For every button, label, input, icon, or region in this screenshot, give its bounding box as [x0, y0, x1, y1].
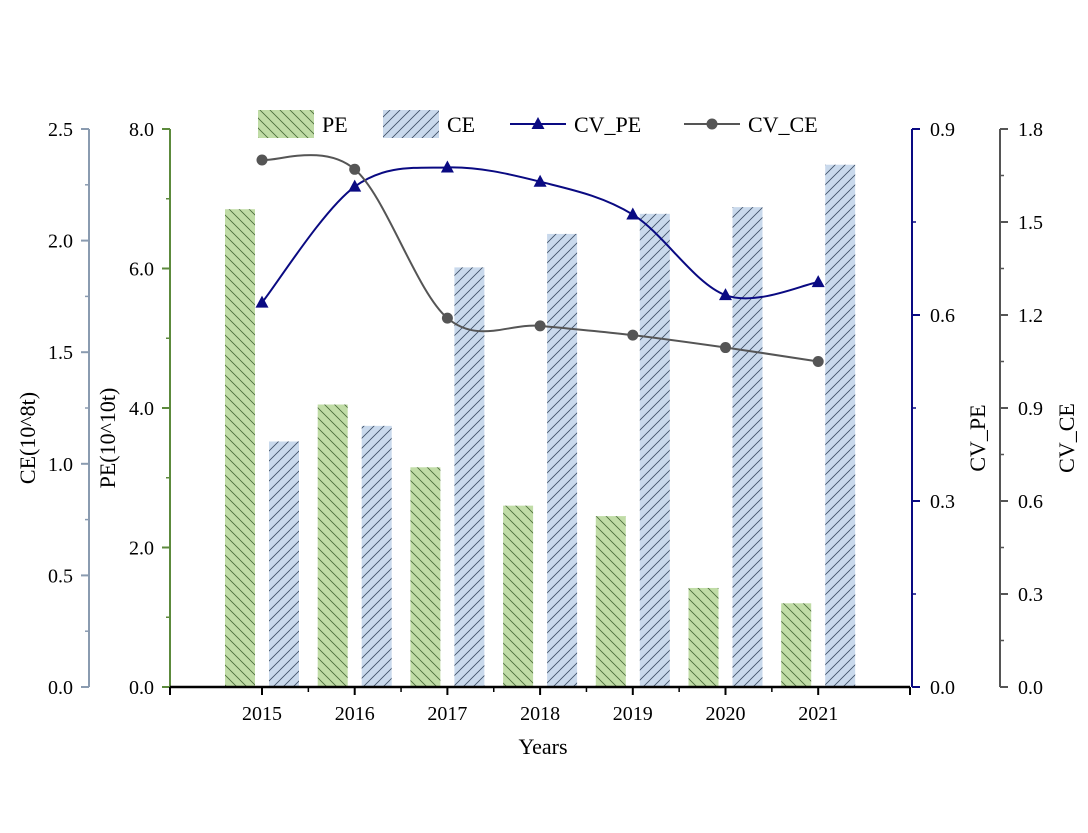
bar-pe-2018	[503, 505, 534, 687]
x-tick-label-2016: 2016	[335, 703, 375, 725]
axis-cv_pe-tick-label: 0.3	[930, 491, 955, 513]
axis-pe-tick-label: 2.0	[129, 538, 154, 560]
axis-ce-tick-label: 0.0	[48, 677, 73, 699]
x-axis-title: Years	[518, 734, 567, 759]
axis-cv_pe-tick-label: 0.0	[930, 677, 955, 699]
bar-ce-2019	[639, 213, 670, 688]
axis-cv_ce-tick-label: 1.8	[1018, 119, 1043, 141]
axes-layer: 0.0 0.5 1.0 1.5 2.0 2.5 CE(10^8t) 0.0 2.0 4.0 6.0 8…	[15, 119, 1079, 759]
legend-marker-cv_ce	[706, 118, 718, 130]
axis-ce-tick-label: 0.5	[48, 565, 73, 587]
line-layer	[255, 154, 825, 367]
axis-ce-tick-label: 1.0	[48, 454, 73, 476]
bar-layer	[225, 164, 856, 688]
point-cv_ce-2018	[534, 320, 546, 332]
bar-ce-2020	[732, 207, 763, 687]
point-cv_pe-2018	[533, 174, 547, 187]
legend-label-pe: PE	[322, 112, 348, 137]
point-cv_ce-2019	[627, 329, 639, 341]
x-tick-label-2018: 2018	[520, 703, 560, 725]
bar-pe-2017	[410, 467, 441, 687]
legend: PE CE CV_PE CV_CE	[258, 110, 818, 138]
axis-ce-title: CE(10^8t)	[15, 392, 40, 484]
point-cv_ce-2021	[812, 356, 824, 367]
axis-pe-tick-label: 4.0	[129, 398, 154, 420]
bar-pe-2020	[688, 587, 719, 687]
axis-ce-tick-label: 2.0	[48, 231, 73, 253]
axis-cv_pe-title: CV_PE	[965, 404, 990, 471]
x-tick-label-2019: 2019	[613, 703, 653, 725]
axis-cv_ce-tick-label: 0.9	[1018, 398, 1043, 420]
point-cv_pe-2016	[348, 179, 362, 192]
bar-ce-2017	[454, 267, 485, 687]
bar-pe-2016	[317, 404, 348, 687]
x-tick-label-2017: 2017	[427, 703, 467, 725]
axis-cv_ce-title: CV_CE	[1054, 403, 1079, 473]
point-cv_ce-2017	[441, 312, 453, 324]
axis-cv_ce-tick-label: 0.3	[1018, 584, 1043, 606]
axis-cv_pe-tick-label: 0.9	[930, 119, 955, 141]
point-cv_pe-2021	[811, 275, 825, 288]
legend-marker-cv_pe	[531, 117, 545, 129]
legend-label-cv_ce: CV_CE	[748, 112, 818, 137]
axis-cv_ce-tick-label: 1.2	[1018, 305, 1043, 327]
axis-pe-title: PE(10^10t)	[95, 388, 120, 489]
axis-pe-tick-label: 8.0	[129, 119, 154, 141]
legend-label-cv_pe: CV_PE	[574, 112, 641, 137]
axis-cv_ce-tick-label: 0.6	[1018, 491, 1043, 513]
legend-label-ce: CE	[447, 112, 475, 137]
x-tick-label-2020: 2020	[706, 703, 746, 725]
bar-pe-2021	[781, 603, 812, 687]
point-cv_pe-2019	[626, 207, 640, 220]
point-cv_ce-2016	[349, 163, 361, 175]
axis-cv_pe-tick-label: 0.6	[930, 305, 955, 327]
x-tick-label-2021: 2021	[798, 703, 838, 725]
point-cv_ce-2020	[720, 342, 731, 354]
bar-ce-2021	[825, 164, 856, 687]
x-tick-label-2015: 2015	[242, 703, 282, 725]
axis-ce-tick-label: 1.5	[48, 342, 73, 364]
point-cv_pe-2015	[255, 295, 269, 308]
axis-cv_ce-tick-label: 0.0	[1018, 677, 1043, 699]
axis-cv_ce-tick-label: 1.5	[1018, 212, 1043, 234]
bar-pe-2019	[595, 516, 626, 687]
bar-ce-2018	[547, 233, 578, 688]
axis-pe-tick-label: 0.0	[129, 677, 154, 699]
axis-ce-tick-label: 2.5	[48, 119, 73, 141]
legend-swatch-ce	[383, 110, 439, 138]
bar-pe-2015	[225, 209, 255, 687]
point-cv_ce-2015	[256, 154, 268, 166]
point-cv_pe-2020	[719, 288, 732, 301]
legend-swatch-pe	[258, 110, 314, 138]
bar-ce-2015	[269, 441, 299, 687]
point-cv_pe-2017	[440, 160, 454, 173]
bar-ce-2016	[361, 425, 392, 687]
axis-pe-tick-label: 6.0	[129, 259, 154, 281]
